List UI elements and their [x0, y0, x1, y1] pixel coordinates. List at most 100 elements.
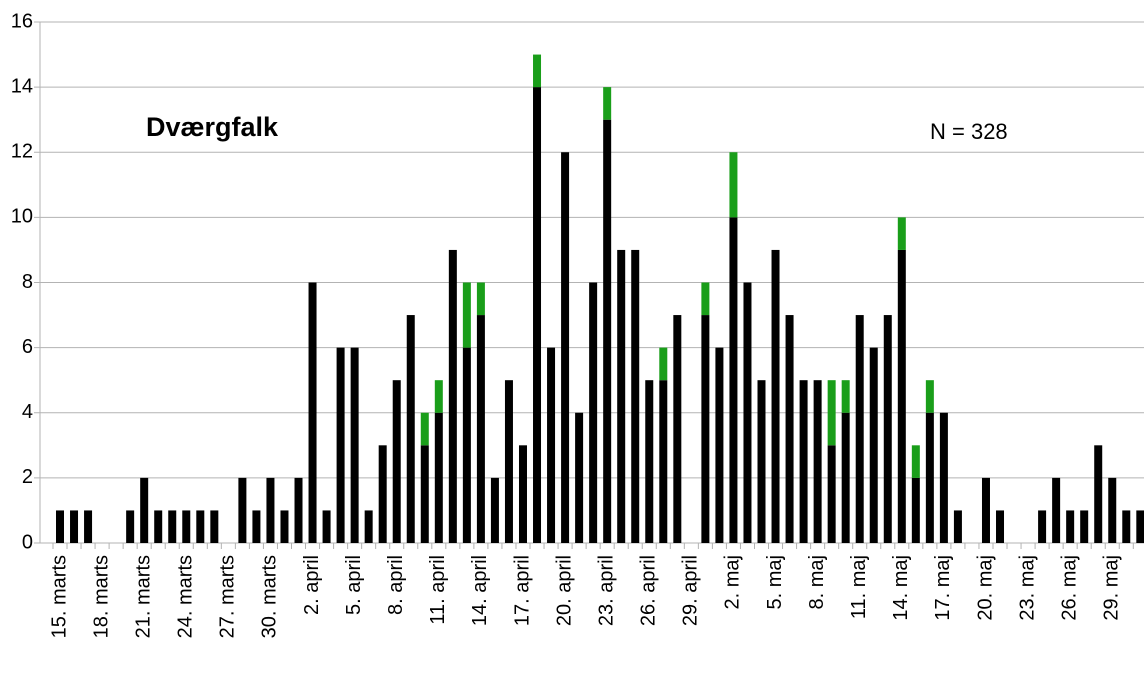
bar-segment	[434, 412, 443, 543]
bar-segment	[911, 477, 920, 543]
bar-segment	[490, 477, 499, 543]
bar-segment	[855, 315, 864, 543]
bar-segment	[547, 347, 556, 543]
x-tick-label: 20. april	[553, 555, 575, 626]
bar-segment	[1052, 477, 1061, 543]
bar-segment	[673, 315, 682, 543]
bar-segment	[84, 510, 93, 543]
bar-segment	[56, 510, 64, 543]
bar-segment	[350, 347, 359, 543]
bar-segment	[420, 412, 429, 446]
bar-segment	[1066, 510, 1075, 543]
bar-segment	[996, 510, 1005, 543]
x-tick-label: 8. maj	[806, 555, 828, 609]
bar-segment	[406, 315, 415, 543]
x-tick-label: 24. marts	[175, 555, 197, 638]
bar-segment	[504, 380, 513, 543]
x-tick-label: 29. april	[680, 555, 702, 626]
annotation: N = 328	[930, 119, 1008, 144]
bar-segment	[603, 119, 612, 543]
x-tick-label: 23. maj	[1016, 555, 1038, 621]
y-tick-label: 16	[11, 10, 33, 32]
x-tick-label: 29. maj	[1101, 555, 1123, 621]
bar-segment	[715, 347, 724, 543]
x-tick-label: 18. marts	[90, 555, 112, 638]
bar-segment	[378, 445, 387, 543]
y-tick-label: 8	[22, 271, 33, 293]
x-tick-label: 17. maj	[932, 555, 954, 621]
bar-segment	[729, 217, 738, 543]
bar-segment	[294, 477, 303, 543]
y-tick-label: 0	[22, 531, 33, 553]
bar-segment	[771, 249, 780, 543]
bar-segment	[126, 510, 135, 543]
bar-segment	[280, 510, 289, 543]
bar-segment	[701, 282, 710, 316]
y-tick-label: 12	[11, 141, 33, 163]
bar-segment	[827, 445, 836, 543]
bar-segment	[897, 249, 906, 543]
bar-segment	[869, 347, 878, 543]
bar-segment	[434, 380, 443, 413]
x-tick-label: 5. april	[343, 555, 365, 615]
bar-segment	[140, 477, 149, 543]
bar-segment	[533, 54, 542, 88]
bar-segment	[196, 510, 205, 543]
x-tick-label: 11. april	[427, 555, 449, 625]
x-tick-label: 26. maj	[1058, 555, 1080, 621]
y-tick-label: 10	[11, 206, 33, 228]
bar-segment	[448, 249, 457, 543]
x-tick-label: 27. marts	[217, 555, 239, 638]
bar-segment	[631, 249, 640, 543]
bar-segment	[743, 282, 752, 543]
bar-segment	[925, 380, 934, 413]
bar-segment	[981, 477, 990, 543]
x-tick-label: 17. april	[511, 555, 533, 626]
bar-segment	[1136, 510, 1144, 543]
bar-segment	[813, 380, 822, 543]
bar-segment	[575, 412, 584, 543]
bar-segment	[729, 152, 738, 218]
bar-segment	[533, 87, 542, 543]
y-tick-label: 4	[22, 401, 33, 423]
bar-segment	[476, 315, 485, 543]
x-tick-label: 15. marts	[48, 555, 70, 638]
bar-segment	[589, 282, 598, 543]
bar-segment	[462, 347, 471, 543]
bar-segment	[168, 510, 177, 543]
bar-segment	[210, 510, 219, 543]
bar-segment	[939, 412, 948, 543]
chart-title: Dværgfalk	[146, 112, 279, 142]
bar-segment	[841, 412, 850, 543]
y-tick-label: 14	[11, 75, 33, 97]
bar-segment	[659, 347, 668, 381]
bar-segment	[1038, 510, 1047, 543]
x-tick-label: 30. marts	[259, 555, 281, 638]
bar-segment	[883, 315, 892, 543]
x-tick-label: 5. maj	[764, 555, 786, 609]
bar-segment	[645, 380, 654, 543]
bar-segment	[462, 282, 471, 348]
bar-segment	[659, 380, 668, 543]
bar-segment	[322, 510, 331, 543]
bar-segment	[701, 315, 710, 543]
bar-segment	[561, 152, 570, 543]
x-tick-label: 14. april	[469, 555, 491, 626]
bar-segment	[617, 249, 626, 543]
bar-segment	[827, 380, 836, 446]
x-tick-label: 2. maj	[722, 555, 744, 609]
bar-segment	[476, 282, 485, 316]
bar-segment	[420, 445, 429, 543]
bar-segment	[1080, 510, 1089, 543]
x-tick-label: 23. april	[595, 555, 617, 626]
bar-segment	[1122, 510, 1131, 543]
bar-segment	[308, 282, 317, 543]
bar-segment	[757, 380, 766, 543]
bar-segment	[392, 380, 401, 543]
bar-segment	[785, 315, 794, 543]
x-tick-label: 21. marts	[132, 555, 154, 638]
bar-segment	[841, 380, 850, 413]
bar-segment	[1108, 477, 1117, 543]
x-tick-label: 20. maj	[974, 555, 996, 621]
